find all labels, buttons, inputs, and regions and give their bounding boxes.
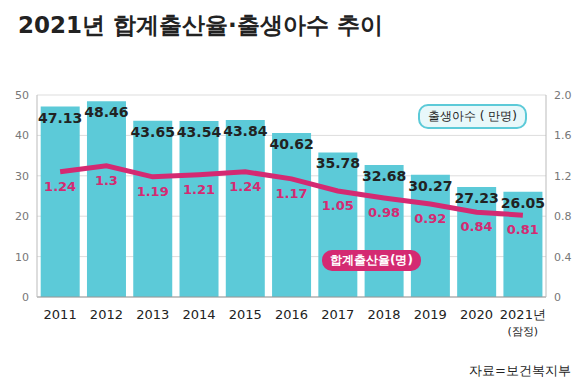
- svg-text:1.05: 1.05: [322, 198, 354, 213]
- svg-text:1.19: 1.19: [137, 184, 169, 199]
- svg-text:2011: 2011: [44, 307, 77, 322]
- html-text:출생아수 ( 만명): 출생아수 ( 만명): [428, 109, 517, 123]
- svg-text:40.62: 40.62: [269, 136, 313, 152]
- svg-text:2013: 2013: [136, 307, 169, 322]
- svg-text:1.3: 1.3: [95, 173, 118, 188]
- svg-text:0.92: 0.92: [414, 211, 446, 226]
- svg-text:1.6: 1.6: [554, 129, 572, 142]
- svg-text:2019: 2019: [414, 307, 447, 322]
- svg-text:0.98: 0.98: [368, 205, 400, 220]
- svg-text:20: 20: [15, 210, 29, 223]
- svg-text:50: 50: [15, 89, 29, 102]
- svg-text:2020: 2020: [460, 307, 493, 322]
- svg-text:35.78: 35.78: [316, 155, 360, 171]
- svg-text:43.84: 43.84: [223, 123, 268, 139]
- svg-text:1.17: 1.17: [275, 186, 307, 201]
- svg-text:2018: 2018: [367, 307, 400, 322]
- svg-text:27.23: 27.23: [455, 190, 499, 206]
- svg-text:30.27: 30.27: [408, 178, 452, 194]
- html-text:2021년 합계출산율·출생아수 추이: 2021년 합계출산율·출생아수 추이: [18, 12, 383, 38]
- svg-text:30: 30: [15, 170, 29, 183]
- svg-text:1.24: 1.24: [229, 179, 261, 194]
- svg-text:47.13: 47.13: [38, 110, 82, 126]
- svg-text:43.54: 43.54: [177, 124, 222, 140]
- svg-text:10: 10: [15, 251, 29, 264]
- svg-text:1.2: 1.2: [554, 170, 572, 183]
- svg-text:0.4: 0.4: [554, 251, 572, 264]
- svg-text:48.46: 48.46: [84, 104, 128, 120]
- svg-text:0: 0: [22, 291, 29, 304]
- svg-text:2017: 2017: [321, 307, 354, 322]
- svg-text:2014: 2014: [182, 307, 215, 322]
- svg-text:2016: 2016: [275, 307, 308, 322]
- html-text:합계출산율(명): 합계출산율(명): [330, 253, 413, 267]
- svg-text:2015: 2015: [229, 307, 262, 322]
- svg-text:40: 40: [15, 129, 29, 142]
- svg-text:0.8: 0.8: [554, 210, 572, 223]
- svg-text:0: 0: [554, 291, 561, 304]
- svg-text:2012: 2012: [90, 307, 123, 322]
- svg-text:43.65: 43.65: [131, 124, 175, 140]
- svg-text:32.68: 32.68: [362, 168, 406, 184]
- svg-text:1.24: 1.24: [44, 179, 76, 194]
- svg-text:0.84: 0.84: [461, 219, 493, 234]
- html-text:자료=보건복지부: 자료=보건복지부: [469, 363, 571, 378]
- svg-text:2021년(잠정): 2021년(잠정): [500, 307, 546, 338]
- svg-text:2.0: 2.0: [554, 89, 572, 102]
- svg-text:0.81: 0.81: [507, 222, 539, 237]
- svg-text:1.21: 1.21: [183, 182, 215, 197]
- svg-text:26.05: 26.05: [501, 195, 545, 211]
